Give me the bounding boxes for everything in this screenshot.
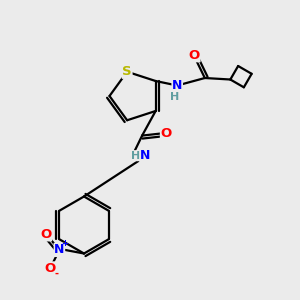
- Text: S: S: [122, 65, 132, 78]
- Text: N: N: [172, 79, 182, 92]
- Text: O: O: [44, 262, 56, 275]
- Text: N: N: [140, 149, 150, 162]
- Text: H: H: [170, 92, 179, 102]
- Text: H: H: [130, 151, 140, 161]
- Text: N: N: [54, 243, 64, 256]
- Text: -: -: [54, 269, 58, 279]
- Text: O: O: [160, 127, 172, 140]
- Text: O: O: [40, 228, 52, 241]
- Text: +: +: [61, 239, 68, 248]
- Text: O: O: [189, 49, 200, 62]
